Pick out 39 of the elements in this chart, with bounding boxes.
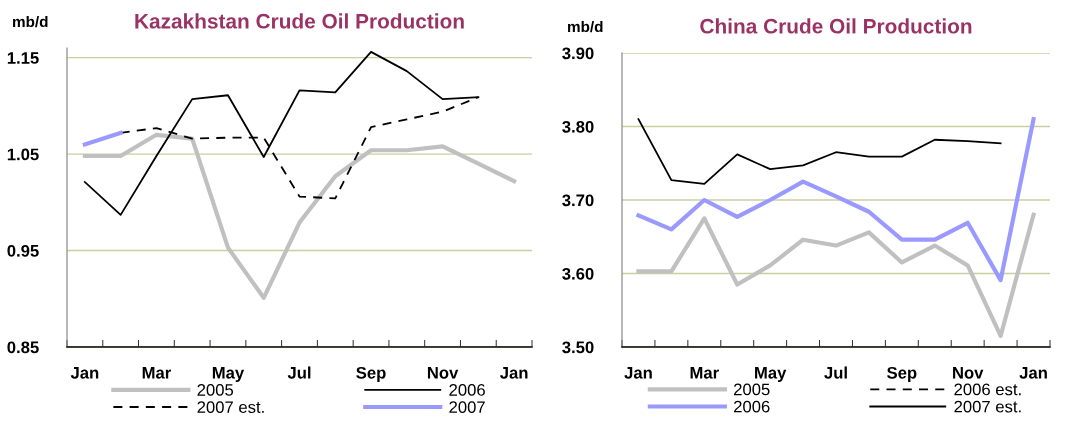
y-axis-title: mb/d	[13, 15, 48, 28]
y-tick-label: 3.50	[562, 341, 594, 354]
line-series	[636, 212, 1036, 339]
y-tick-label: 3.90	[562, 47, 594, 60]
x-tick-label: May	[212, 367, 245, 382]
line-series	[636, 117, 1036, 283]
x-tick-label: Nov	[953, 367, 984, 379]
x-tick-label: Mar	[142, 367, 171, 379]
y-tick-label: 0.85	[7, 341, 39, 354]
y-tick-label: 0.95	[7, 244, 39, 257]
legend-label: 2006 est.	[954, 383, 1021, 396]
legend-label: 2005	[197, 384, 234, 396]
x-tick-label: Sep	[887, 366, 917, 382]
y-axis-title: mb/d	[568, 20, 603, 33]
x-tick-label: Sep	[356, 366, 386, 382]
legend-label: 2006	[734, 400, 770, 413]
legend-label: 2007 est.	[197, 401, 264, 414]
x-tick-label: Mar	[690, 367, 719, 379]
legend-label: 2007	[449, 401, 485, 414]
legend-label: 2005	[734, 383, 770, 396]
y-tick-label: 3.60	[562, 267, 594, 280]
y-tick-label: 1.05	[7, 148, 39, 161]
x-tick-label: Jan	[500, 367, 528, 379]
y-tick-label: 1.15	[7, 52, 39, 64]
chart-title: Kazakhstan Crude Oil Production	[135, 13, 464, 29]
y-tick-label: 3.80	[562, 120, 594, 133]
x-tick-label: Jan	[70, 367, 99, 379]
x-tick-label: May	[755, 367, 787, 382]
x-tick-label: Jan	[1019, 367, 1047, 379]
line-series	[637, 118, 1002, 185]
y-tick-label: 3.70	[562, 194, 594, 207]
x-tick-label: Jul	[824, 366, 847, 379]
line-series	[82, 132, 517, 300]
legend-label: 2007 est.	[954, 400, 1021, 413]
x-tick-label: Nov	[427, 367, 459, 379]
x-tick-label: Jul	[287, 366, 311, 379]
legend-label: 2006	[449, 384, 485, 396]
x-tick-label: Jan	[624, 367, 652, 379]
chart-title: China Crude Oil Production	[700, 18, 972, 34]
